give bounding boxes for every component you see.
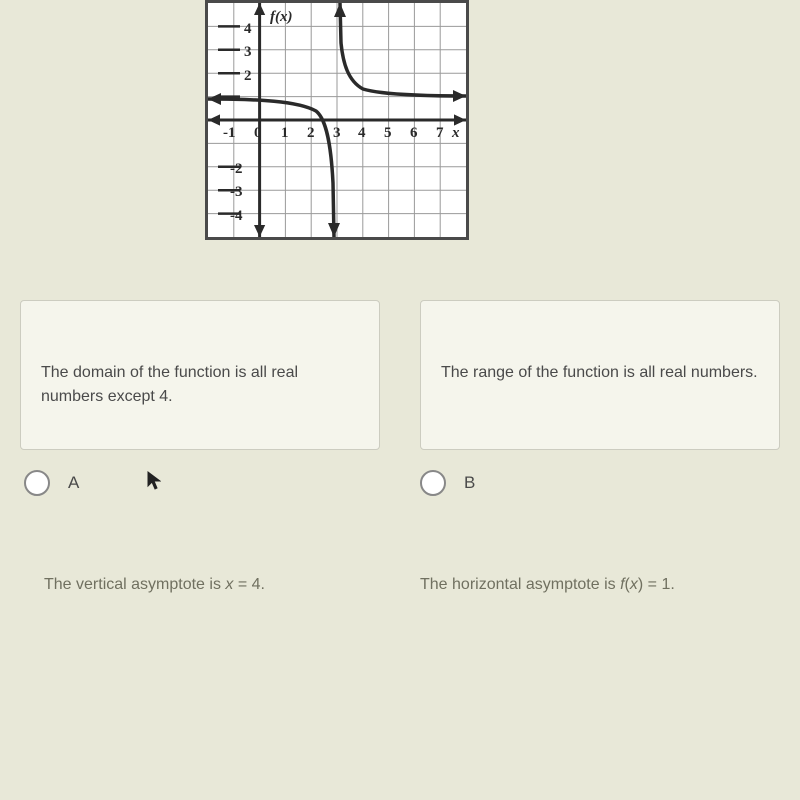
svg-text:-3: -3: [230, 184, 243, 200]
svg-text:3: 3: [244, 44, 252, 60]
answers-area: The domain of the function is all real n…: [0, 300, 800, 594]
svg-text:3: 3: [333, 125, 341, 141]
radio-b[interactable]: [420, 470, 446, 496]
svg-text:5: 5: [384, 125, 392, 141]
answer-card-b[interactable]: The range of the function is all real nu…: [420, 300, 780, 450]
answer-text-d: The horizontal asymptote is f(x) = 1.: [420, 576, 756, 594]
option-label-b: B: [464, 473, 475, 493]
answer-row-2: The vertical asymptote is x = 4. The hor…: [20, 546, 780, 594]
svg-text:-2: -2: [230, 161, 243, 177]
svg-text:-4: -4: [230, 208, 243, 224]
answer-text-b: The range of the function is all real nu…: [441, 361, 759, 385]
answer-text-a: The domain of the function is all real n…: [41, 361, 359, 409]
answer-row-1: The domain of the function is all real n…: [20, 300, 780, 450]
y-axis-label: f(x): [270, 9, 293, 25]
answer-text-c: The vertical asymptote is x = 4.: [44, 576, 380, 594]
svg-text:-1: -1: [223, 125, 236, 141]
x-axis-label: x: [451, 125, 460, 141]
svg-text:4: 4: [358, 125, 366, 141]
option-row-1: A B: [20, 470, 780, 496]
cursor-icon: [147, 471, 161, 496]
function-graph: f(x) x 4 3 2 -2 -3 -4 -1 0 1 2 3 4 5 6 7: [205, 0, 469, 240]
svg-text:0: 0: [254, 125, 262, 141]
svg-text:1: 1: [281, 125, 289, 141]
svg-text:4: 4: [244, 21, 252, 37]
option-b[interactable]: B: [420, 470, 776, 496]
svg-text:2: 2: [307, 125, 315, 141]
radio-a[interactable]: [24, 470, 50, 496]
answer-card-d[interactable]: The horizontal asymptote is f(x) = 1.: [420, 546, 756, 594]
x-tick-labels: -1 0 1 2 3 4 5 6 7: [223, 125, 444, 141]
svg-text:6: 6: [410, 125, 418, 141]
graph-svg: f(x) x 4 3 2 -2 -3 -4 -1 0 1 2 3 4 5 6 7: [208, 3, 466, 237]
answer-card-c[interactable]: The vertical asymptote is x = 4.: [44, 546, 380, 594]
option-label-a: A: [68, 473, 79, 493]
option-a[interactable]: A: [24, 470, 380, 496]
svg-text:2: 2: [244, 68, 252, 84]
answer-card-a[interactable]: The domain of the function is all real n…: [20, 300, 380, 450]
svg-text:7: 7: [436, 125, 444, 141]
